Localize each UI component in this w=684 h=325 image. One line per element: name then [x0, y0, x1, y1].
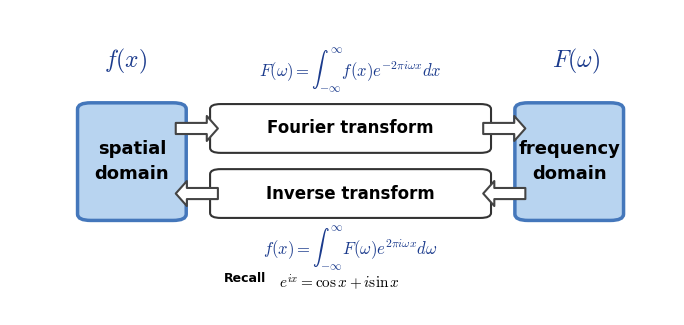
- FancyBboxPatch shape: [515, 103, 624, 220]
- FancyBboxPatch shape: [210, 104, 491, 153]
- Text: $f(x)$: $f(x)$: [104, 46, 147, 76]
- Text: frequency
domain: frequency domain: [518, 140, 620, 183]
- Text: Recall: Recall: [224, 272, 265, 285]
- Text: Fourier transform: Fourier transform: [267, 120, 434, 137]
- Text: $F(\omega)$: $F(\omega)$: [552, 46, 600, 76]
- Text: Inverse transform: Inverse transform: [266, 185, 435, 202]
- FancyBboxPatch shape: [210, 169, 491, 218]
- Text: $f(x) = \int_{-\infty}^{\infty} F(\omega)e^{2\pi i\omega x}d\omega$: $f(x) = \int_{-\infty}^{\infty} F(\omega…: [263, 226, 438, 274]
- Text: spatial
domain: spatial domain: [94, 140, 169, 183]
- Text: $e^{ix} = \cos x + i\sin x$: $e^{ix} = \cos x + i\sin x$: [279, 272, 400, 292]
- Text: $F(\omega) = \int_{-\infty}^{\infty} f(x)e^{-2\pi i\omega x}dx$: $F(\omega) = \int_{-\infty}^{\infty} f(x…: [259, 46, 442, 96]
- FancyBboxPatch shape: [77, 103, 186, 220]
